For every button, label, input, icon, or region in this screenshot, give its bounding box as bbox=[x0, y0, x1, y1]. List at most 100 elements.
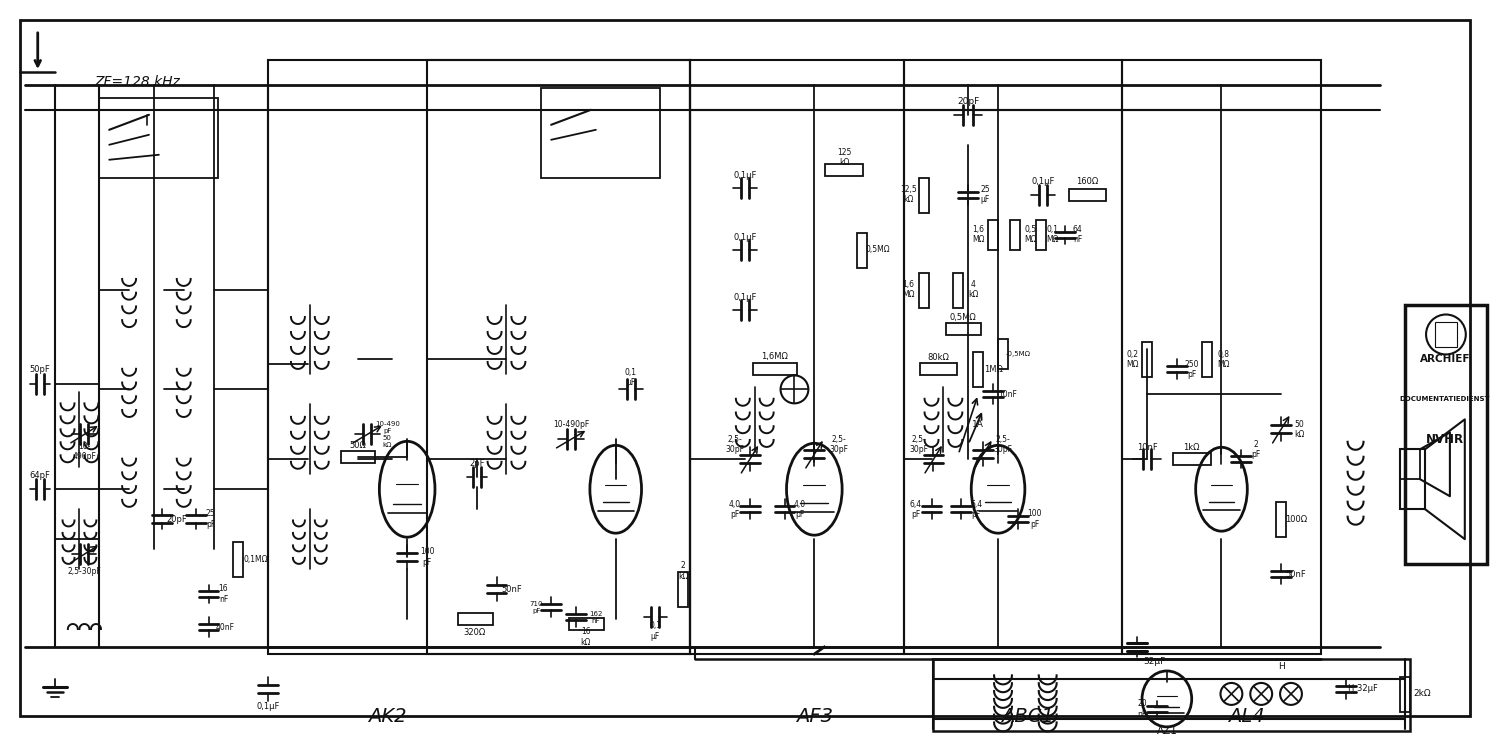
Text: 4,0
pF: 4,0 pF bbox=[729, 500, 741, 519]
Text: 50nF: 50nF bbox=[501, 584, 522, 593]
Text: -0,5MΩ: -0,5MΩ bbox=[1005, 352, 1031, 357]
Text: 12,5
kΩ: 12,5 kΩ bbox=[900, 185, 916, 204]
Text: H 32μF: H 32μF bbox=[1347, 685, 1377, 694]
Bar bbox=[825, 164, 862, 175]
Bar bbox=[99, 98, 219, 178]
Text: 20
nF: 20 nF bbox=[1137, 699, 1148, 719]
Text: 125
kΩ: 125 kΩ bbox=[837, 148, 852, 167]
Text: 0,1μF: 0,1μF bbox=[1030, 177, 1054, 186]
Text: 25
pF: 25 pF bbox=[206, 509, 216, 529]
Text: 10-490
pF
50
kΩ: 10-490 pF 50 kΩ bbox=[375, 421, 399, 448]
Bar bbox=[690, 60, 903, 654]
Bar bbox=[1068, 189, 1107, 200]
Text: AZ1: AZ1 bbox=[1156, 726, 1178, 736]
Bar bbox=[918, 178, 928, 213]
Text: 0,1
μF: 0,1 μF bbox=[650, 621, 662, 640]
Text: 10-
490pF: 10- 490pF bbox=[72, 441, 96, 461]
Text: 0,1
μF: 0,1 μF bbox=[624, 368, 636, 387]
Bar bbox=[753, 363, 798, 375]
Text: 4
kΩ: 4 kΩ bbox=[968, 280, 978, 299]
Text: 0,8
MΩ: 0,8 MΩ bbox=[1216, 350, 1230, 369]
Text: 1,6
MΩ: 1,6 MΩ bbox=[972, 225, 984, 245]
Bar bbox=[1142, 343, 1152, 377]
Bar bbox=[946, 324, 981, 335]
Text: 710
pF: 710 pF bbox=[530, 601, 543, 613]
Bar bbox=[1010, 220, 1020, 250]
Text: 160Ω: 160Ω bbox=[1077, 177, 1098, 186]
Text: 4,0
pF: 4,0 pF bbox=[794, 500, 806, 519]
Bar bbox=[1400, 450, 1425, 509]
Bar bbox=[427, 60, 690, 654]
Text: 1kΩ: 1kΩ bbox=[1184, 443, 1200, 452]
Bar bbox=[974, 352, 982, 388]
Bar bbox=[918, 273, 928, 307]
Bar bbox=[1202, 343, 1212, 377]
Text: 16
kΩ: 16 kΩ bbox=[580, 627, 591, 646]
Text: 25
μF: 25 μF bbox=[981, 185, 990, 204]
Text: 100
pF: 100 pF bbox=[1028, 509, 1042, 529]
Text: 2,5-
30pF: 2,5- 30pF bbox=[993, 435, 1012, 454]
Bar bbox=[1122, 60, 1322, 654]
Text: NVHR: NVHR bbox=[1426, 433, 1464, 446]
Bar bbox=[268, 60, 690, 654]
Text: 0,1μF: 0,1μF bbox=[734, 233, 756, 242]
Bar bbox=[903, 60, 1122, 654]
Text: 6,4
pF: 6,4 pF bbox=[970, 500, 982, 519]
Text: 50Ω: 50Ω bbox=[350, 441, 366, 450]
Text: 6,4
pF: 6,4 pF bbox=[909, 500, 921, 519]
Text: 10nF: 10nF bbox=[999, 390, 1017, 399]
Text: AL4: AL4 bbox=[1228, 708, 1264, 727]
Bar bbox=[1276, 502, 1286, 537]
Bar bbox=[1036, 220, 1046, 250]
Text: 10-490pF: 10-490pF bbox=[554, 420, 590, 429]
Text: 1,6MΩ: 1,6MΩ bbox=[760, 352, 788, 361]
Bar bbox=[340, 451, 375, 464]
Bar bbox=[988, 220, 998, 250]
Text: 2
pF: 2 pF bbox=[1251, 439, 1262, 459]
Bar bbox=[678, 572, 688, 607]
Text: 320Ω: 320Ω bbox=[464, 627, 486, 637]
Text: 250
pF: 250 pF bbox=[1185, 360, 1198, 379]
Text: 80kΩ: 80kΩ bbox=[927, 353, 950, 362]
Bar bbox=[998, 340, 1008, 369]
Text: 50nF: 50nF bbox=[1286, 570, 1306, 579]
Text: 64pF: 64pF bbox=[30, 471, 50, 480]
Bar bbox=[1400, 450, 1420, 479]
Bar bbox=[1436, 323, 1456, 347]
Text: 0,1μF: 0,1μF bbox=[734, 171, 756, 181]
Text: 2pF: 2pF bbox=[470, 458, 484, 468]
Text: 2,5-
30pF: 2,5- 30pF bbox=[830, 435, 849, 454]
Text: ABC1: ABC1 bbox=[1002, 708, 1054, 727]
Bar bbox=[234, 542, 243, 577]
Bar bbox=[1406, 304, 1486, 564]
Text: 100
pF: 100 pF bbox=[420, 548, 435, 567]
Text: 1A: 1A bbox=[972, 420, 984, 429]
Bar bbox=[568, 618, 604, 630]
Text: 50
kΩ: 50 kΩ bbox=[1294, 419, 1304, 439]
Text: 0,1μF: 0,1μF bbox=[734, 293, 756, 302]
Text: 16
nF: 16 nF bbox=[219, 584, 228, 604]
Bar bbox=[542, 88, 660, 178]
Text: 2kΩ: 2kΩ bbox=[1413, 689, 1431, 699]
Text: 100Ω: 100Ω bbox=[1286, 514, 1306, 524]
Text: 2,5-
30pF: 2,5- 30pF bbox=[909, 435, 928, 454]
Text: ZF=128 kHz: ZF=128 kHz bbox=[94, 75, 180, 89]
Text: DOCUMENTATIEDIENST: DOCUMENTATIEDIENST bbox=[1400, 397, 1490, 402]
Bar bbox=[920, 363, 957, 375]
Text: 32μF: 32μF bbox=[1143, 657, 1166, 666]
Text: 40nF: 40nF bbox=[216, 623, 236, 632]
Text: 1MΩ: 1MΩ bbox=[984, 365, 1002, 374]
Text: 162
nF: 162 nF bbox=[590, 610, 603, 624]
Bar bbox=[933, 659, 1410, 731]
Text: 2
kΩ: 2 kΩ bbox=[678, 562, 688, 581]
Text: 64
nF: 64 nF bbox=[1072, 225, 1083, 245]
Text: 1,6
MΩ: 1,6 MΩ bbox=[903, 280, 915, 299]
Text: 2,5-
30pF: 2,5- 30pF bbox=[726, 435, 744, 454]
Text: 2,5-30pF: 2,5-30pF bbox=[68, 567, 102, 576]
Text: 20pF: 20pF bbox=[957, 97, 980, 106]
Text: 0,5MΩ: 0,5MΩ bbox=[950, 313, 976, 322]
Text: ARCHIEF: ARCHIEF bbox=[1419, 354, 1470, 364]
Text: 50pF: 50pF bbox=[30, 365, 50, 374]
Text: 20pF: 20pF bbox=[166, 514, 188, 524]
Bar bbox=[954, 273, 963, 307]
